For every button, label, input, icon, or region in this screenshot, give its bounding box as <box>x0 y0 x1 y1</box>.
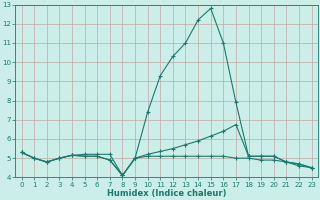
X-axis label: Humidex (Indice chaleur): Humidex (Indice chaleur) <box>107 189 226 198</box>
